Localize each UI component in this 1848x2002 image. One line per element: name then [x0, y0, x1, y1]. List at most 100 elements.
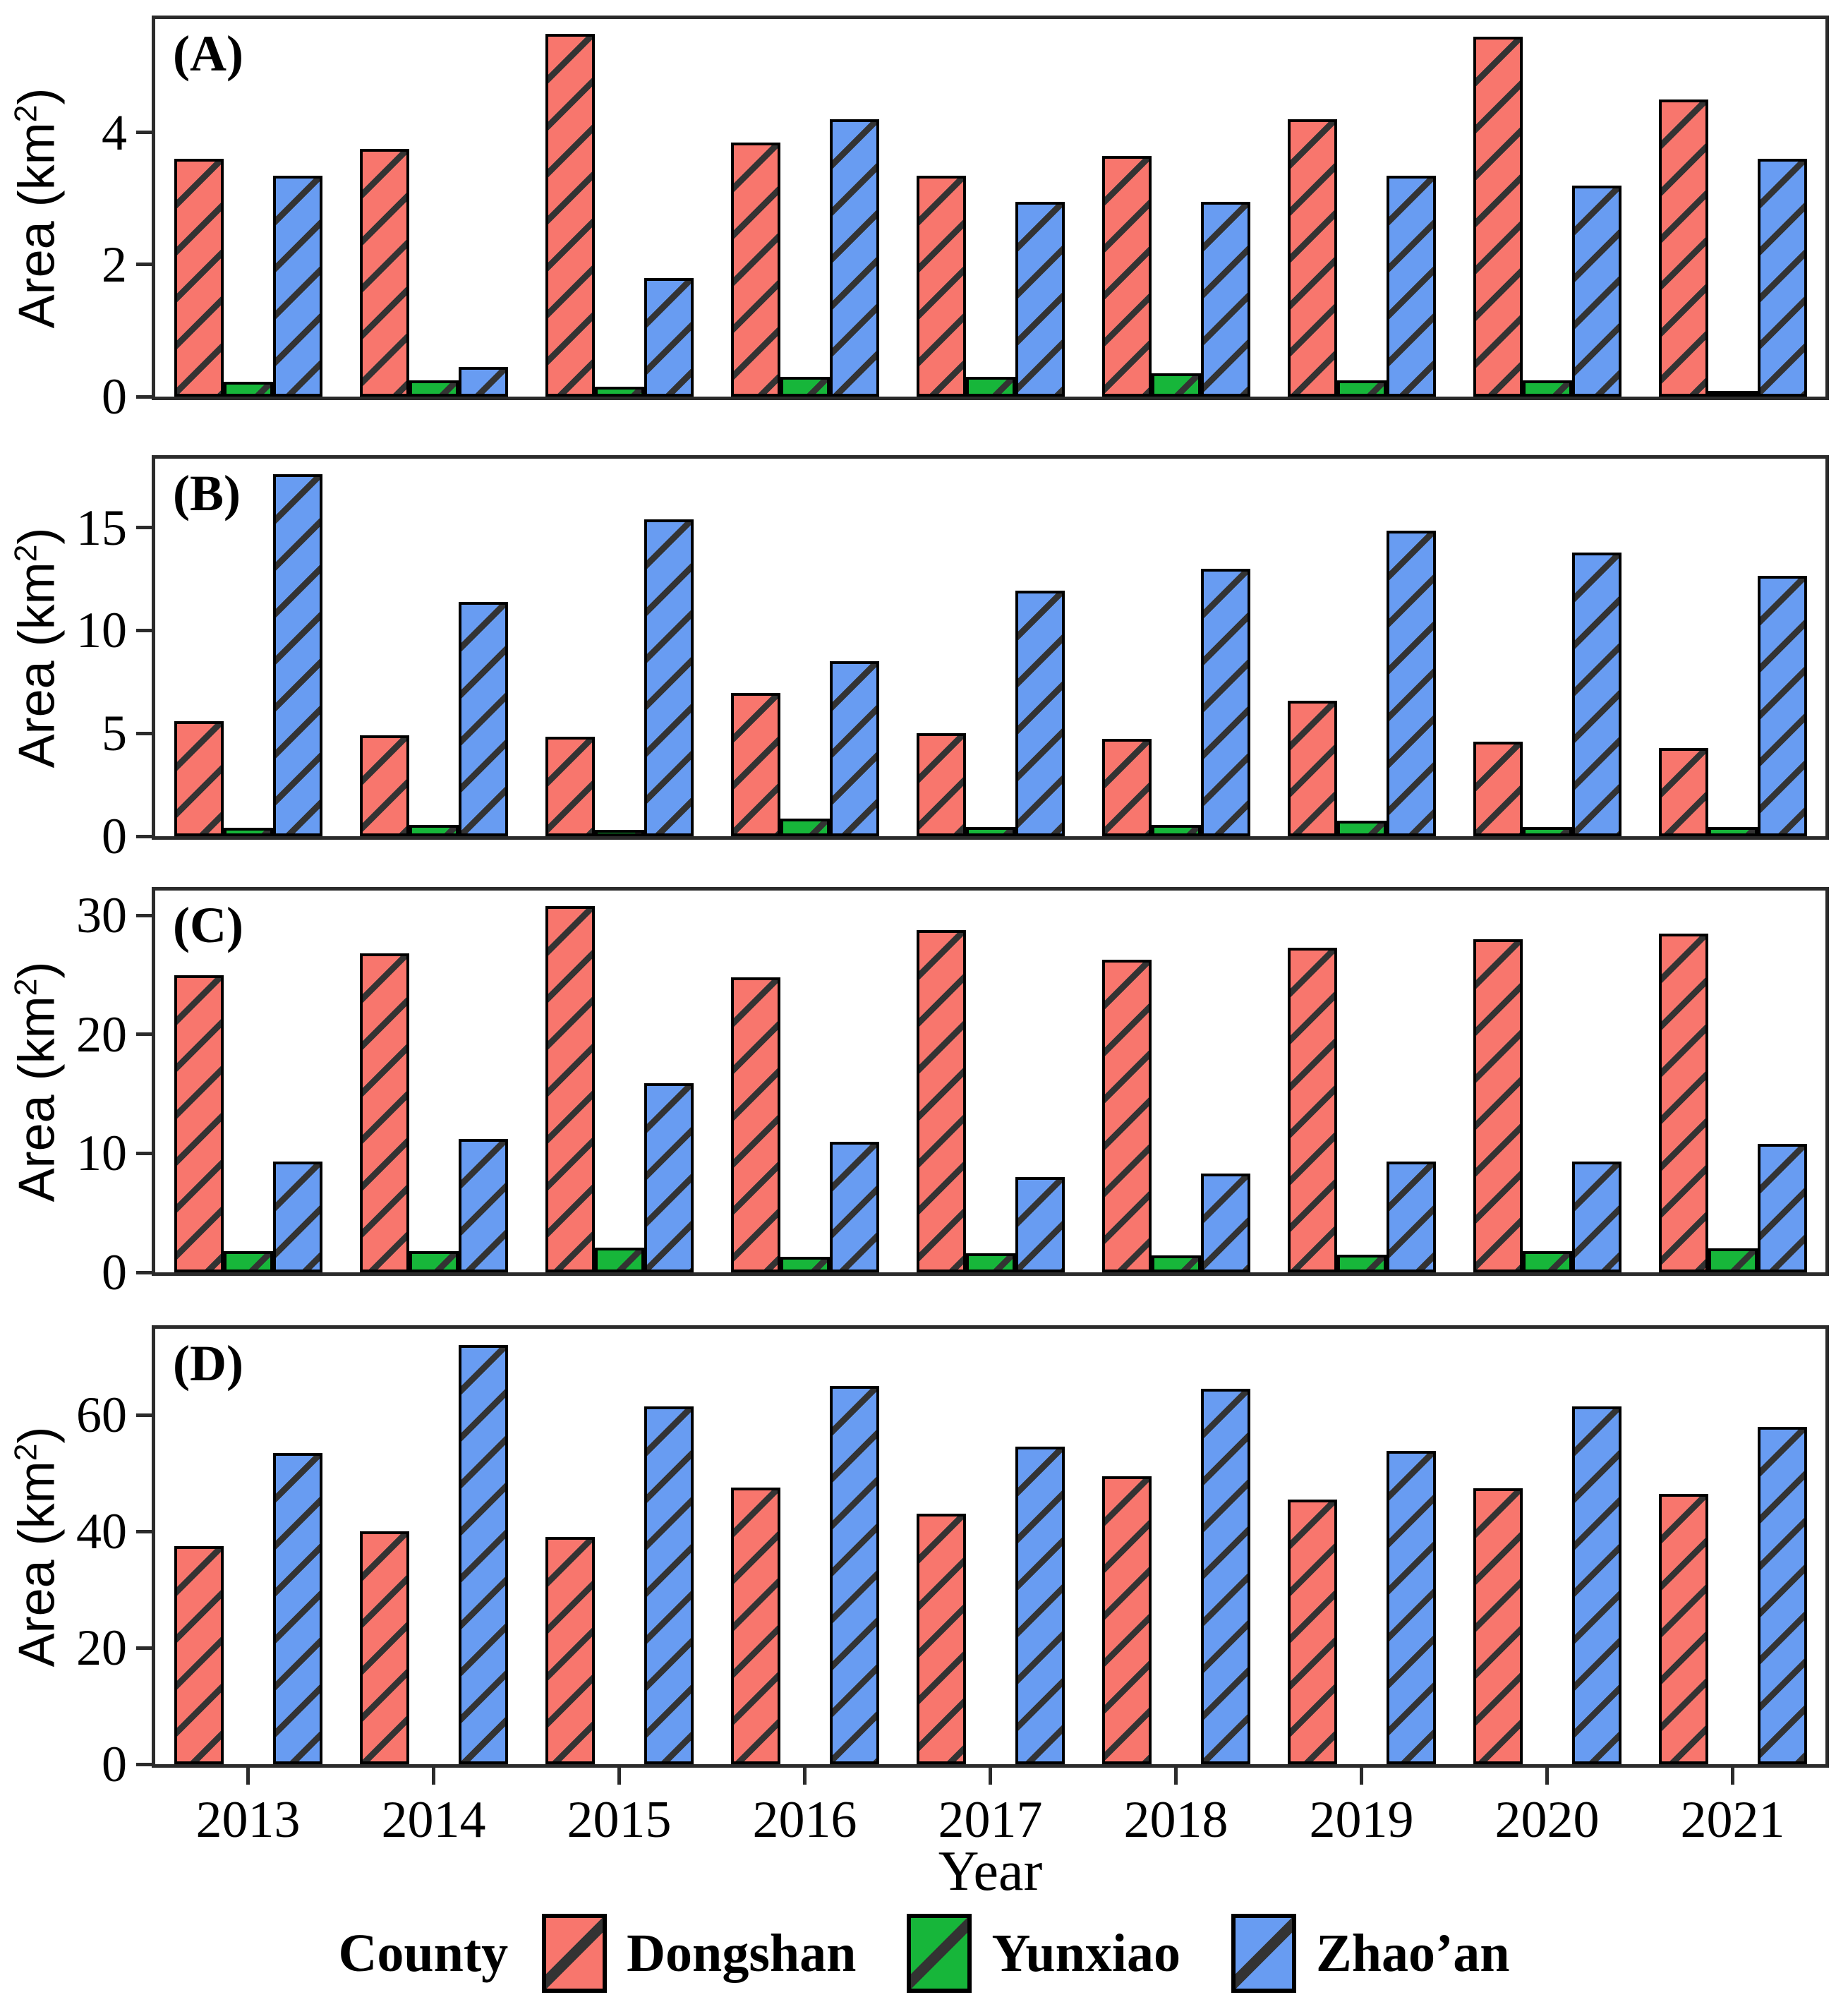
y-tick-label-B: 15	[76, 499, 127, 556]
y-tick-D	[136, 1646, 152, 1650]
panel-plot-B	[152, 455, 1829, 840]
panel-plot-C	[152, 887, 1829, 1276]
y-tick-C	[136, 1151, 152, 1155]
bar-zhaoan-2015	[644, 519, 694, 836]
bar-dongshan-2013	[174, 159, 224, 397]
bar-dongshan-2014	[359, 735, 409, 836]
y-tick-B	[136, 628, 152, 632]
bar-yunxiao-2021	[1708, 391, 1758, 397]
bar-dongshan-2014	[359, 1531, 409, 1764]
bar-yunxiao-2018	[1151, 373, 1201, 397]
bar-zhaoan-2019	[1386, 1451, 1436, 1764]
bar-yunxiao-2020	[1522, 380, 1572, 397]
bar-zhaoan-2017	[1015, 590, 1065, 836]
bar-zhaoan-2018	[1200, 202, 1250, 397]
x-axis-title: Year	[938, 1840, 1043, 1902]
bar-dongshan-2016	[730, 977, 780, 1272]
bar-dongshan-2018	[1101, 959, 1152, 1272]
bar-zhaoan-2015	[644, 277, 694, 397]
legend-title: County	[338, 1923, 509, 1983]
bar-dongshan-2017	[916, 175, 966, 397]
bar-zhaoan-2020	[1571, 1162, 1621, 1272]
bar-dongshan-2017	[916, 929, 966, 1272]
bar-zhaoan-2019	[1386, 175, 1436, 397]
panel-label-D: (D)	[173, 1335, 243, 1392]
bar-yunxiao-2019	[1336, 821, 1387, 836]
bar-dongshan-2019	[1287, 700, 1337, 836]
y-tick-label-D: 0	[102, 1736, 127, 1792]
x-tick-label-2013: 2013	[195, 1791, 301, 1849]
bar-zhaoan-2015	[644, 1406, 694, 1764]
bar-zhaoan-2015	[644, 1083, 694, 1272]
y-tick-D	[136, 1529, 152, 1533]
x-tick-label-2014: 2014	[381, 1791, 486, 1849]
bar-zhaoan-2020	[1571, 1406, 1621, 1764]
y-axis-title-part: 2	[8, 1443, 44, 1461]
y-tick-label-A: 0	[102, 368, 127, 425]
y-tick-D	[136, 1762, 152, 1766]
bar-dongshan-2014	[359, 149, 409, 397]
bar-dongshan-2019	[1287, 119, 1337, 397]
y-tick-label-A: 2	[102, 236, 127, 293]
bar-dongshan-2013	[174, 720, 224, 836]
panel-plot-D	[152, 1325, 1829, 1768]
bar-zhaoan-2016	[829, 1385, 879, 1764]
bar-zhaoan-2019	[1386, 1162, 1436, 1272]
y-tick-label-C: 10	[76, 1125, 127, 1182]
bar-dongshan-2013	[174, 1545, 224, 1764]
bar-zhaoan-2013	[272, 1162, 322, 1272]
y-tick-label-B: 0	[102, 808, 127, 864]
bar-zhaoan-2017	[1015, 1177, 1065, 1272]
x-tick-2014	[432, 1768, 435, 1785]
bar-zhaoan-2020	[1571, 552, 1621, 836]
y-tick-B	[136, 731, 152, 735]
bar-yunxiao-2014	[409, 380, 459, 397]
bar-yunxiao-2016	[780, 376, 830, 397]
bar-zhaoan-2016	[829, 119, 879, 397]
bar-zhaoan-2021	[1757, 159, 1807, 397]
x-tick-label-2020: 2020	[1494, 1791, 1600, 1849]
bar-yunxiao-2014	[409, 824, 459, 836]
bar-zhaoan-2014	[458, 1345, 508, 1764]
bar-yunxiao-2017	[965, 376, 1015, 397]
y-tick-A	[136, 394, 152, 399]
bar-dongshan-2019	[1287, 1499, 1337, 1764]
x-tick-2018	[1174, 1768, 1178, 1785]
bar-yunxiao-2014	[409, 1250, 459, 1272]
y-tick-label-B: 5	[102, 705, 127, 762]
bar-yunxiao-2015	[594, 830, 644, 836]
bar-yunxiao-2015	[594, 386, 644, 397]
bar-dongshan-2013	[174, 975, 224, 1272]
bar-zhaoan-2016	[829, 1141, 879, 1272]
x-tick-label-2021: 2021	[1680, 1791, 1785, 1849]
legend-swatch-dongshan	[542, 1914, 608, 1993]
bar-yunxiao-2016	[780, 819, 830, 836]
y-tick-A	[136, 263, 152, 267]
x-tick-label-2017: 2017	[938, 1791, 1043, 1849]
bar-dongshan-2018	[1101, 738, 1152, 836]
bar-dongshan-2018	[1101, 155, 1152, 397]
x-tick-label-2016: 2016	[752, 1791, 857, 1849]
legend-swatch-zhaoan	[1231, 1914, 1296, 1993]
bar-zhaoan-2013	[272, 1452, 322, 1764]
y-tick-label-B: 10	[76, 602, 127, 659]
y-axis-title-part: )	[8, 961, 66, 979]
bar-zhaoan-2018	[1200, 1174, 1250, 1272]
bar-yunxiao-2017	[965, 826, 1015, 836]
bar-dongshan-2016	[730, 142, 780, 397]
bar-zhaoan-2018	[1200, 1388, 1250, 1764]
bar-dongshan-2020	[1473, 741, 1523, 836]
bar-zhaoan-2014	[458, 366, 508, 397]
y-tick-B	[136, 526, 152, 530]
legend-label-dongshan: Dongshan	[627, 1923, 857, 1983]
bar-dongshan-2016	[730, 693, 780, 836]
bar-dongshan-2020	[1473, 939, 1523, 1272]
bar-dongshan-2014	[359, 953, 409, 1272]
y-axis-title-part: )	[8, 88, 66, 105]
legend-label-yunxiao: Yunxiao	[991, 1923, 1180, 1983]
x-tick-2021	[1731, 1768, 1734, 1785]
bar-zhaoan-2016	[829, 661, 879, 836]
bar-zhaoan-2013	[272, 474, 322, 836]
y-tick-label-D: 60	[76, 1387, 127, 1444]
bar-zhaoan-2017	[1015, 202, 1065, 397]
